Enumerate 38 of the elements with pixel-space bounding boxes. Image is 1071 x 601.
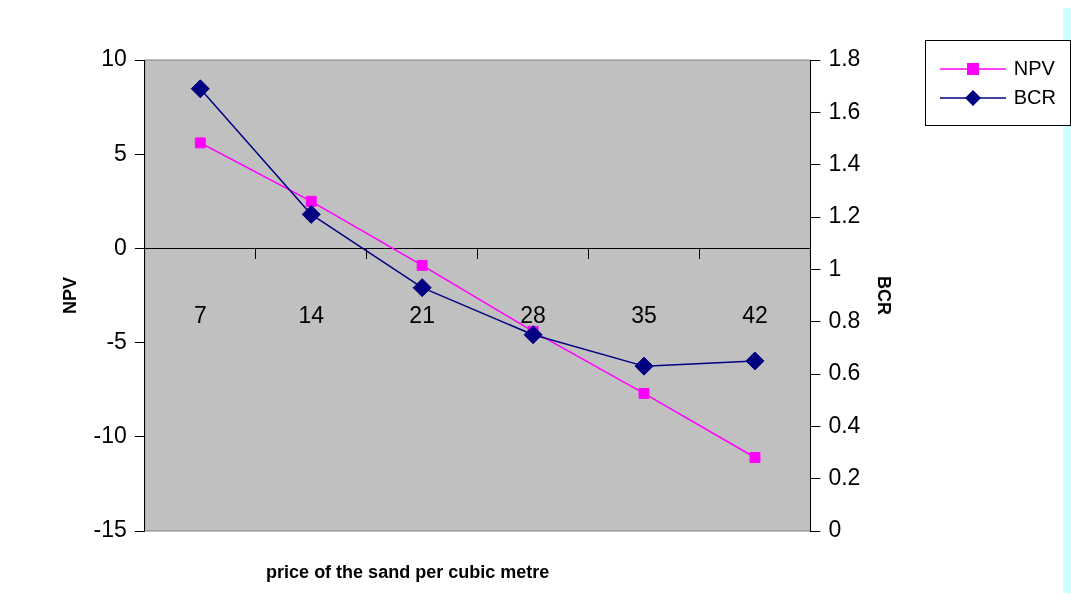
y2-tick-label: 1.2 — [828, 202, 861, 229]
point — [301, 204, 321, 224]
point — [638, 388, 650, 399]
y2-tick-label: 1.6 — [828, 97, 861, 124]
point — [749, 452, 761, 463]
y-tick-label: -15 — [93, 516, 127, 543]
y-tick-label: -10 — [93, 422, 127, 449]
point — [523, 325, 543, 345]
y2-tick-label: 0.4 — [828, 411, 861, 438]
point — [412, 278, 432, 298]
y-tick-label: -5 — [106, 327, 127, 354]
point — [190, 79, 210, 99]
y2-tick-label: 0.6 — [828, 359, 861, 386]
legend-label: NPV — [1013, 57, 1055, 80]
point — [745, 351, 765, 371]
point — [416, 259, 428, 271]
x-axis-title: price of the sand per cubic metre — [266, 561, 550, 582]
y2-tick-label: 0.8 — [828, 307, 861, 334]
point — [194, 137, 206, 149]
y-axis-title: NPV — [59, 276, 80, 315]
legend-label: BCR — [1013, 86, 1056, 109]
y2-axis-title: BCR — [874, 276, 895, 315]
x-tick-label: 14 — [298, 301, 325, 328]
y2-tick-label: 1.4 — [828, 150, 861, 177]
y2-tick-label: 1.8 — [828, 45, 861, 72]
x-tick-label: 42 — [742, 301, 768, 328]
x-tick-label: 21 — [409, 301, 435, 328]
y-tick-label: 0 — [114, 233, 127, 260]
x-tick-label: 7 — [193, 301, 207, 328]
y-tick-label: 10 — [101, 45, 127, 72]
x-tick-label: 28 — [520, 301, 546, 328]
y2-tick-label: 1 — [828, 254, 842, 281]
point — [634, 356, 654, 376]
point — [305, 195, 317, 207]
y2-tick-label: 0 — [828, 516, 842, 543]
x-tick-label: 35 — [631, 301, 657, 328]
y2-tick-label: 0.2 — [828, 464, 861, 491]
y-tick-label: 5 — [114, 139, 127, 166]
